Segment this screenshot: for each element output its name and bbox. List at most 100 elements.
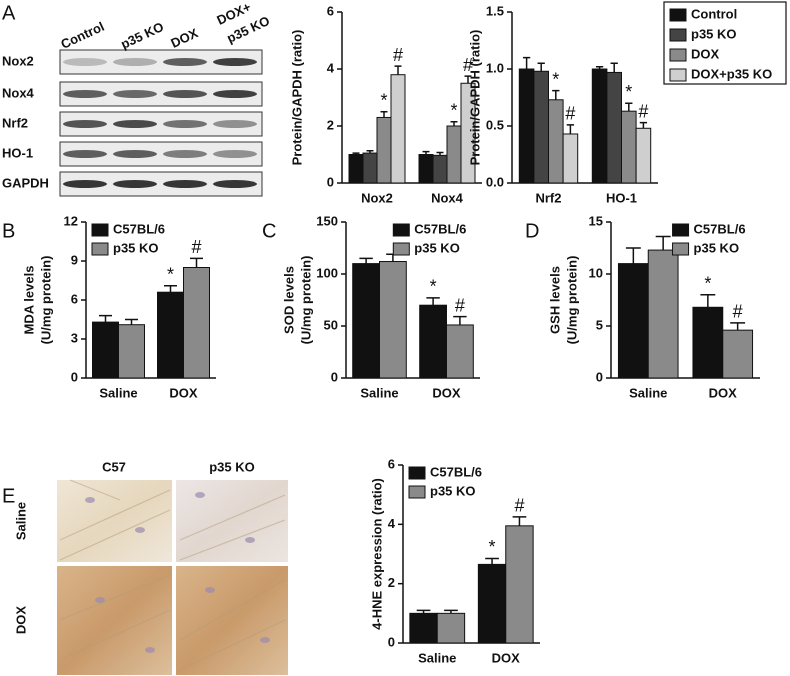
bar: [118, 324, 145, 379]
legend-label: C57BL/6: [430, 464, 482, 479]
histology-image: [176, 480, 288, 562]
error-bar: [366, 150, 374, 154]
bar: [183, 267, 210, 379]
y-axis-label: Protein/GAPDH (ratio): [467, 30, 482, 166]
y-tick-label: 3: [71, 330, 78, 345]
error-bar: [610, 62, 618, 73]
x-tick-label: HO-1: [606, 190, 637, 205]
y-axis-label: (U/mg protein): [564, 256, 579, 345]
legend-label: C57BL/6: [414, 221, 466, 236]
error-bar: [416, 609, 431, 614]
y-axis-label: SOD levels: [281, 266, 296, 334]
error-bar: [164, 284, 177, 293]
error-bar: [655, 235, 671, 251]
y-tick-label: 6: [71, 291, 78, 306]
blot-band: [63, 90, 107, 98]
error-bar: [566, 124, 575, 134]
histology-column-label: p35 KO: [209, 459, 255, 474]
x-tick-label: DOX: [169, 385, 198, 400]
histology-image: [176, 566, 288, 675]
blot-band: [163, 90, 207, 98]
bar: [409, 612, 438, 644]
x-tick-label: Saline: [418, 650, 456, 665]
y-tick-label: 15: [589, 213, 603, 228]
western-blot: [59, 49, 263, 197]
y-tick-label: 150: [316, 213, 338, 228]
legend-swatch: [669, 8, 687, 22]
error-bar: [426, 297, 440, 306]
bar: [157, 291, 184, 379]
panel-label: C: [262, 220, 276, 242]
x-tick-label: Nox4: [431, 190, 464, 205]
y-tick-label: 0: [327, 174, 334, 189]
error-bar: [394, 65, 402, 75]
y-tick-label: 0: [331, 369, 338, 384]
legend-box: [663, 1, 787, 85]
blot-band: [63, 120, 107, 128]
y-tick-label: 10: [589, 265, 603, 280]
y-tick-label: 6: [327, 3, 334, 18]
legend-label: C57BL/6: [694, 221, 746, 236]
blot-band: [213, 120, 257, 128]
significance-marker: *: [489, 537, 496, 557]
bar: [92, 321, 119, 379]
y-axis-label: Protein/GAPDH (ratio): [289, 30, 304, 166]
error-bar: [485, 557, 499, 565]
blot-band: [113, 90, 157, 98]
histology-row-label: Saline: [13, 502, 28, 540]
legend-swatch: [672, 242, 690, 256]
x-tick-label: DOX: [709, 385, 738, 400]
bar: [419, 304, 448, 379]
bar: [352, 263, 381, 379]
blot-band: [163, 150, 207, 158]
bar: [376, 116, 392, 184]
blot-band: [63, 58, 107, 66]
blot-row-label: GAPDH: [2, 175, 49, 190]
blot-column-label: DOX: [168, 25, 200, 51]
panel-label: B: [2, 220, 15, 242]
y-tick-label: 2: [388, 575, 395, 590]
fiber-texture: [59, 479, 286, 671]
legend-swatch: [91, 223, 109, 237]
blot-band: [113, 150, 157, 158]
significance-marker: *: [167, 264, 174, 284]
significance-marker: *: [552, 69, 559, 89]
histology-image: [57, 480, 172, 562]
significance-marker: *: [380, 91, 387, 111]
significance-marker: #: [733, 302, 743, 322]
y-tick-label: 100: [316, 265, 338, 280]
y-tick-label: 9: [71, 252, 78, 267]
bar: [621, 110, 637, 184]
error-bar: [464, 75, 472, 84]
blot-band: [213, 150, 257, 158]
blot-band: [113, 120, 157, 128]
bar: [722, 329, 754, 379]
histology-column-label: C57: [102, 459, 126, 474]
y-tick-label: 0: [596, 369, 603, 384]
bar: [617, 263, 649, 379]
error-bar: [512, 516, 527, 526]
legend-swatch: [669, 28, 687, 42]
error-bar: [99, 314, 112, 323]
bar: [562, 133, 579, 184]
bar: [591, 68, 608, 184]
blot-band: [213, 180, 257, 188]
bar: [379, 261, 407, 379]
y-tick-label: 12: [64, 213, 78, 228]
histology-images: [57, 479, 288, 675]
blot-column-label: Control: [58, 19, 106, 52]
blot-row-label: HO-1: [2, 145, 33, 160]
legend-label: Control: [691, 6, 737, 21]
significance-marker: #: [463, 55, 473, 75]
blot-column-label: p35 KO: [118, 19, 166, 52]
legend-label: DOX+p35 KO: [691, 66, 772, 81]
y-axis-label: (U/mg protein): [38, 256, 53, 345]
y-tick-label: 4: [388, 516, 396, 531]
error-bar: [436, 151, 444, 156]
blot-band: [163, 58, 207, 66]
x-tick-label: Nox2: [361, 190, 393, 205]
y-tick-label: 2: [327, 117, 334, 132]
y-tick-label: 1.0: [486, 60, 504, 75]
legend-label: p35 KO: [430, 483, 476, 498]
